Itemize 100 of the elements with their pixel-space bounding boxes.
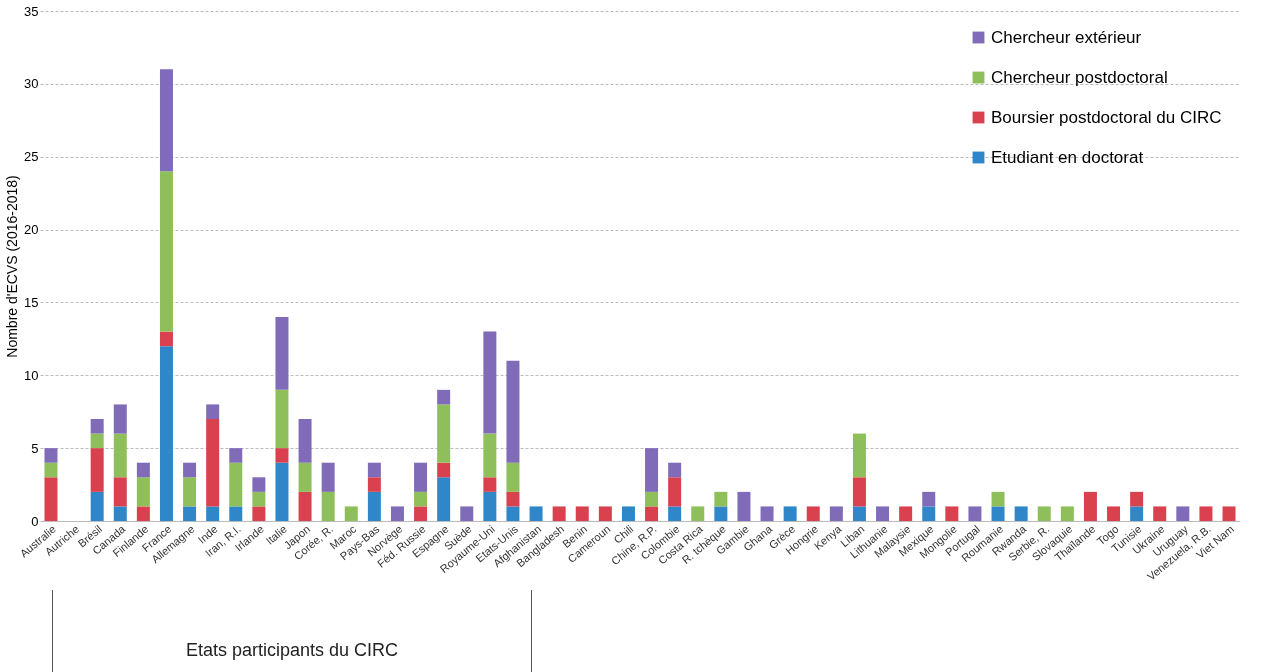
bar [1083, 491, 1097, 521]
bar [991, 506, 1005, 521]
bar [460, 506, 474, 521]
bar [136, 477, 150, 507]
bar [506, 506, 520, 521]
bar [922, 506, 936, 521]
bar [552, 506, 566, 521]
bar [506, 491, 520, 507]
bar [90, 491, 104, 521]
y-tick-label: 35 [24, 3, 39, 19]
y-axis-title: Nombre d'ECVS (2016-2018) [4, 175, 21, 358]
bar [968, 506, 982, 521]
bar [229, 462, 243, 507]
bar [367, 462, 381, 478]
bar [991, 491, 1005, 507]
bar [714, 506, 728, 521]
bar [575, 506, 589, 521]
bar [275, 317, 289, 390]
bar [1107, 506, 1121, 521]
legend-label: Etudiant en doctorat [991, 147, 1144, 167]
bar [113, 477, 127, 507]
bar [529, 506, 543, 521]
bar [645, 506, 659, 521]
bar [414, 506, 428, 521]
bar [159, 69, 173, 172]
y-tick-label: 30 [24, 76, 39, 92]
bar [136, 506, 150, 521]
bar [367, 491, 381, 521]
bar [852, 477, 866, 507]
bar [298, 462, 312, 492]
bar [852, 506, 866, 521]
bar [44, 477, 58, 521]
bar [714, 491, 728, 507]
bar [298, 419, 312, 463]
bar [367, 477, 381, 492]
bar [252, 506, 266, 521]
bar [1199, 506, 1213, 521]
bar [645, 491, 659, 507]
bar [829, 506, 843, 521]
bar [668, 477, 682, 507]
bar [437, 462, 451, 478]
bar [806, 506, 820, 521]
bar [437, 404, 451, 463]
bar [414, 462, 428, 492]
bar [506, 462, 520, 492]
y-tick-label: 10 [24, 367, 39, 383]
bar [298, 491, 312, 521]
bar [321, 462, 335, 492]
bar [437, 477, 451, 521]
bar [113, 433, 127, 478]
bar [206, 506, 220, 521]
bar [852, 433, 866, 478]
y-tick-label: 15 [24, 294, 39, 310]
bar [1130, 506, 1144, 521]
bar [1153, 506, 1167, 521]
bar [229, 448, 243, 463]
bar [1014, 506, 1028, 521]
bar [668, 462, 682, 478]
bar [437, 389, 451, 405]
bar [90, 448, 104, 492]
bar [760, 506, 774, 521]
text: Etats participants du CIRC [184, 640, 400, 661]
bar [899, 506, 913, 521]
bar [321, 491, 335, 521]
bar [275, 448, 289, 463]
bar [90, 419, 104, 434]
bar [414, 491, 428, 507]
bar [344, 506, 358, 521]
bar [113, 404, 127, 434]
bar [252, 477, 266, 492]
bar [1130, 491, 1144, 507]
bar [275, 389, 289, 449]
bar [183, 506, 197, 521]
bar [483, 477, 497, 492]
bar [229, 506, 243, 521]
bar [645, 448, 659, 492]
bar [159, 331, 173, 347]
bar [945, 506, 959, 521]
bar [136, 462, 150, 478]
bar [668, 506, 682, 521]
bar [621, 506, 635, 521]
bar [598, 506, 612, 521]
legend-label: Chercheur postdoctoral [991, 67, 1168, 87]
bar [691, 506, 705, 521]
bar [252, 491, 266, 507]
y-tick-label: 20 [24, 222, 39, 238]
bar [44, 448, 58, 463]
bar [1037, 506, 1051, 521]
y-tick-label: 5 [31, 440, 39, 456]
bar [783, 506, 797, 521]
bar [1222, 506, 1236, 521]
bar [390, 506, 404, 521]
bar [206, 419, 220, 507]
bar [876, 506, 890, 521]
bar [506, 360, 520, 463]
bar [483, 433, 497, 478]
bar [483, 331, 497, 434]
y-tick-label: 25 [24, 149, 39, 165]
bar [275, 462, 289, 521]
bar [483, 491, 497, 521]
